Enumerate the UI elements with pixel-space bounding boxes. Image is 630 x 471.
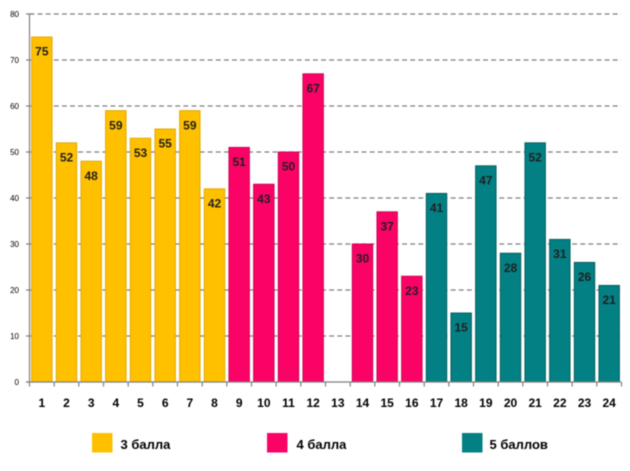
svg-text:51: 51 (232, 155, 246, 169)
svg-text:52: 52 (528, 151, 542, 165)
svg-text:15: 15 (380, 396, 394, 410)
svg-text:14: 14 (356, 396, 370, 410)
svg-text:41: 41 (430, 201, 444, 215)
svg-text:52: 52 (60, 151, 74, 165)
svg-text:75: 75 (35, 45, 49, 59)
svg-text:26: 26 (578, 270, 592, 284)
svg-text:30: 30 (356, 252, 370, 266)
svg-text:23: 23 (405, 284, 419, 298)
svg-text:18: 18 (454, 396, 468, 410)
svg-text:31: 31 (553, 247, 567, 261)
svg-text:16: 16 (405, 396, 419, 410)
svg-text:59: 59 (109, 118, 123, 132)
svg-text:43: 43 (257, 192, 271, 206)
svg-text:19: 19 (479, 396, 493, 410)
svg-text:4 балла: 4 балла (297, 437, 348, 452)
svg-text:21: 21 (602, 293, 616, 307)
svg-text:24: 24 (602, 396, 616, 410)
svg-text:22: 22 (553, 396, 567, 410)
svg-text:67: 67 (306, 82, 320, 96)
svg-text:59: 59 (183, 118, 197, 132)
svg-text:28: 28 (504, 261, 518, 275)
svg-text:11: 11 (282, 396, 295, 410)
svg-text:50: 50 (10, 148, 19, 157)
svg-text:23: 23 (578, 396, 592, 410)
svg-text:2: 2 (63, 396, 70, 410)
svg-text:55: 55 (158, 137, 172, 151)
svg-text:80: 80 (10, 10, 19, 19)
svg-text:7: 7 (186, 396, 193, 410)
svg-text:0: 0 (15, 378, 20, 387)
svg-text:1: 1 (38, 396, 45, 410)
svg-text:50: 50 (282, 160, 296, 174)
svg-text:53: 53 (134, 146, 148, 160)
svg-text:13: 13 (331, 396, 345, 410)
svg-text:21: 21 (528, 396, 542, 410)
svg-text:5: 5 (137, 396, 144, 410)
svg-text:48: 48 (84, 169, 98, 183)
svg-text:5 баллов: 5 баллов (490, 437, 548, 452)
svg-text:40: 40 (10, 194, 19, 203)
svg-text:47: 47 (479, 174, 493, 188)
svg-text:60: 60 (10, 102, 19, 111)
svg-text:20: 20 (10, 286, 19, 295)
svg-text:12: 12 (306, 396, 320, 410)
svg-text:15: 15 (454, 321, 468, 335)
svg-text:17: 17 (430, 396, 444, 410)
svg-text:6: 6 (162, 396, 169, 410)
svg-text:3: 3 (88, 396, 95, 410)
svg-text:3 балла: 3 балла (121, 437, 172, 452)
svg-text:10: 10 (257, 396, 271, 410)
svg-text:4: 4 (112, 396, 119, 410)
svg-text:70: 70 (10, 56, 19, 65)
svg-text:8: 8 (211, 396, 218, 410)
svg-text:37: 37 (380, 220, 394, 234)
svg-text:20: 20 (504, 396, 518, 410)
svg-text:9: 9 (236, 396, 243, 410)
svg-text:30: 30 (10, 240, 19, 249)
svg-text:10: 10 (10, 332, 19, 341)
svg-text:42: 42 (208, 197, 222, 211)
